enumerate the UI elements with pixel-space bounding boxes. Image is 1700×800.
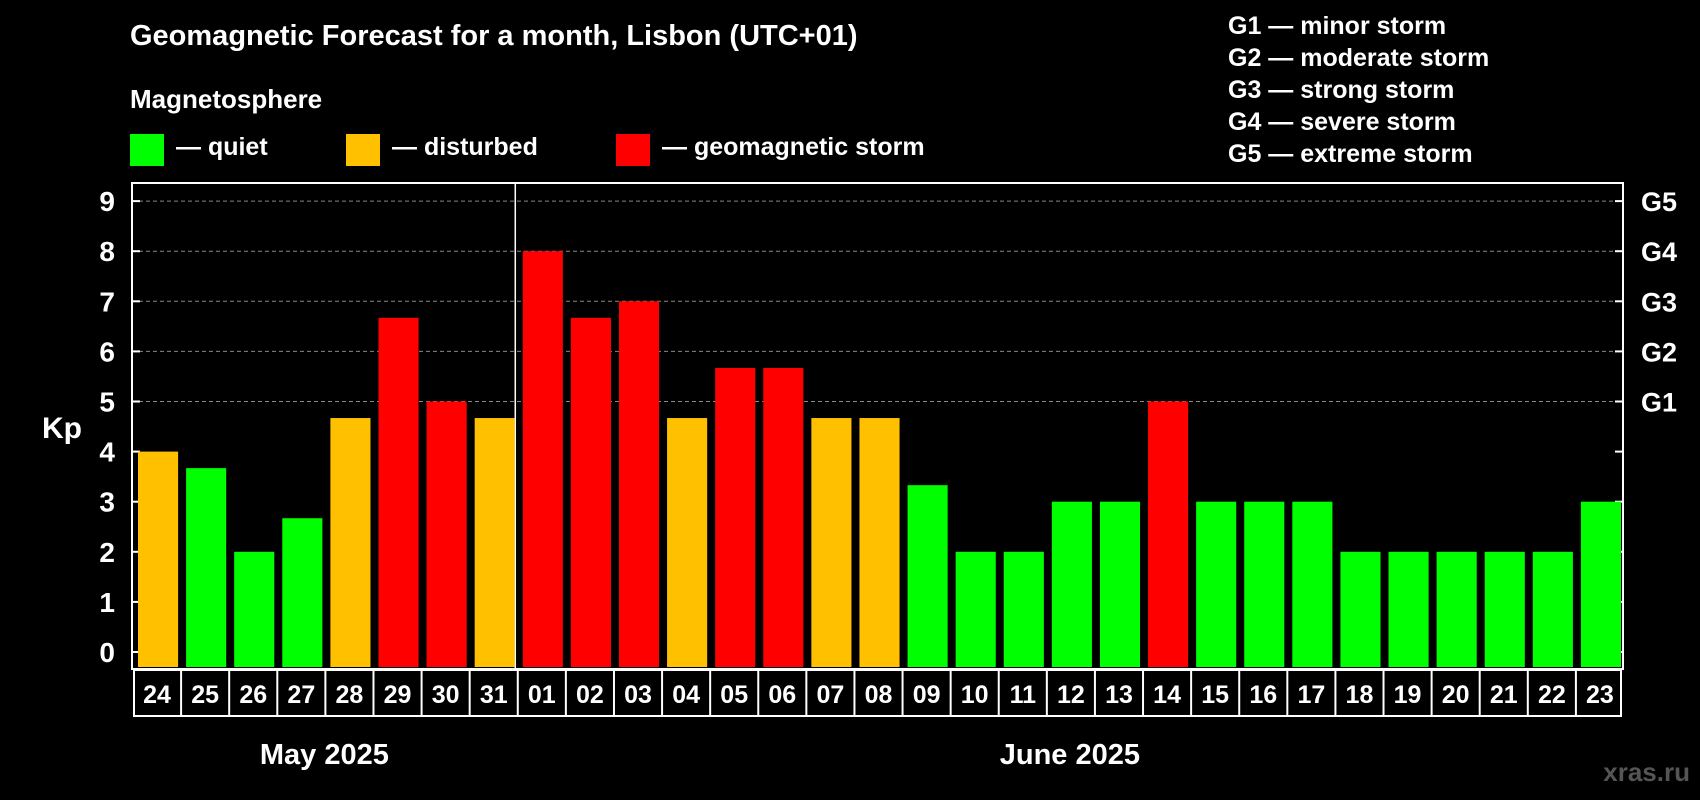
bar-24 <box>138 451 179 667</box>
date-label-21: 21 <box>1490 681 1518 709</box>
g5-definition: G5 — extreme storm <box>1228 140 1473 168</box>
y-tick-label: 1 <box>99 587 115 618</box>
date-label-07: 07 <box>816 681 844 709</box>
bar-26 <box>234 551 275 667</box>
date-label-14: 14 <box>1153 681 1181 709</box>
date-label-05: 05 <box>720 681 748 709</box>
legend-swatch-disturbed <box>346 134 380 166</box>
g2-definition: G2 — moderate storm <box>1228 44 1490 72</box>
right-axis-label: G2 <box>1641 337 1677 367</box>
date-label-22: 22 <box>1538 681 1566 709</box>
date-label-30: 30 <box>432 681 460 709</box>
date-label-20: 20 <box>1442 681 1470 709</box>
g3-definition: G3 — strong storm <box>1228 76 1455 104</box>
chart-title: Geomagnetic Forecast for a month, Lisbon… <box>130 20 858 52</box>
bar-30 <box>426 401 467 667</box>
bar-17 <box>1292 501 1333 667</box>
legend-label-disturbed: — disturbed <box>392 133 538 161</box>
date-label-26: 26 <box>239 681 267 709</box>
date-axis-frame <box>133 669 1622 717</box>
legend-label-storm: — geomagnetic storm <box>662 133 925 161</box>
bar-22 <box>1532 551 1573 667</box>
watermark: xras.ru <box>1603 757 1690 787</box>
bar-25 <box>186 468 227 667</box>
bar-04 <box>667 418 708 667</box>
g4-definition: G4 — severe storm <box>1228 108 1456 136</box>
y-axis-label: Kp <box>42 412 82 445</box>
bar-15 <box>1196 501 1237 667</box>
bar-08 <box>859 418 900 667</box>
y-tick-label: 7 <box>99 286 115 317</box>
date-label-19: 19 <box>1394 681 1422 709</box>
date-label-17: 17 <box>1297 681 1325 709</box>
bar-11 <box>1003 551 1044 667</box>
bar-14 <box>1148 401 1189 667</box>
date-label-09: 09 <box>913 681 941 709</box>
date-label-28: 28 <box>336 681 364 709</box>
bar-29 <box>378 317 419 667</box>
date-label-13: 13 <box>1105 681 1133 709</box>
date-label-10: 10 <box>961 681 989 709</box>
bar-21 <box>1484 551 1525 667</box>
right-axis-label: G1 <box>1641 388 1677 418</box>
bar-06 <box>763 367 804 667</box>
y-tick-label: 5 <box>99 387 115 418</box>
y-tick-label: 6 <box>99 336 115 367</box>
y-tick-label: 8 <box>99 236 115 267</box>
y-tick-label: 4 <box>99 437 115 468</box>
date-label-24: 24 <box>143 681 171 709</box>
bar-07 <box>811 418 852 667</box>
legend-label-quiet: — quiet <box>176 133 268 161</box>
bar-01 <box>522 251 563 667</box>
bar-20 <box>1436 551 1477 667</box>
date-label-12: 12 <box>1057 681 1085 709</box>
date-label-23: 23 <box>1586 681 1614 709</box>
y-tick-label: 0 <box>99 637 115 668</box>
bar-27 <box>282 518 323 667</box>
bar-05 <box>715 367 756 667</box>
bar-18 <box>1340 551 1381 667</box>
y-tick-label: 9 <box>99 186 115 217</box>
month-label: May 2025 <box>260 739 389 771</box>
date-label-29: 29 <box>384 681 412 709</box>
date-label-27: 27 <box>287 681 315 709</box>
date-label-18: 18 <box>1346 681 1374 709</box>
date-label-01: 01 <box>528 681 556 709</box>
date-label-03: 03 <box>624 681 652 709</box>
g1-definition: G1 — minor storm <box>1228 12 1447 40</box>
date-label-15: 15 <box>1201 681 1229 709</box>
legend-swatch-storm <box>616 134 650 166</box>
bar-10 <box>955 551 996 667</box>
legend-heading: Magnetosphere <box>130 84 323 114</box>
bar-23 <box>1580 501 1621 667</box>
y-tick-label: 2 <box>99 537 115 568</box>
right-axis-label: G3 <box>1641 287 1677 317</box>
date-label-04: 04 <box>672 681 700 709</box>
bar-13 <box>1099 501 1141 667</box>
bar-02 <box>570 317 611 667</box>
bar-28 <box>330 418 371 667</box>
bar-12 <box>1051 501 1092 667</box>
date-label-06: 06 <box>768 681 796 709</box>
month-label: June 2025 <box>1000 739 1140 771</box>
bar-09 <box>907 485 948 667</box>
right-axis-label: G4 <box>1641 237 1677 267</box>
right-axis-label: G5 <box>1641 187 1677 217</box>
bar-03 <box>618 301 660 667</box>
bar-16 <box>1244 501 1285 667</box>
bar-19 <box>1388 551 1429 667</box>
date-label-25: 25 <box>191 681 219 709</box>
date-label-02: 02 <box>576 681 604 709</box>
date-label-11: 11 <box>1010 681 1037 709</box>
y-tick-label: 3 <box>99 487 115 518</box>
date-label-08: 08 <box>865 681 893 709</box>
bar-31 <box>474 418 515 667</box>
legend-swatch-quiet <box>130 134 164 166</box>
date-label-31: 31 <box>480 681 508 709</box>
date-label-16: 16 <box>1249 681 1277 709</box>
